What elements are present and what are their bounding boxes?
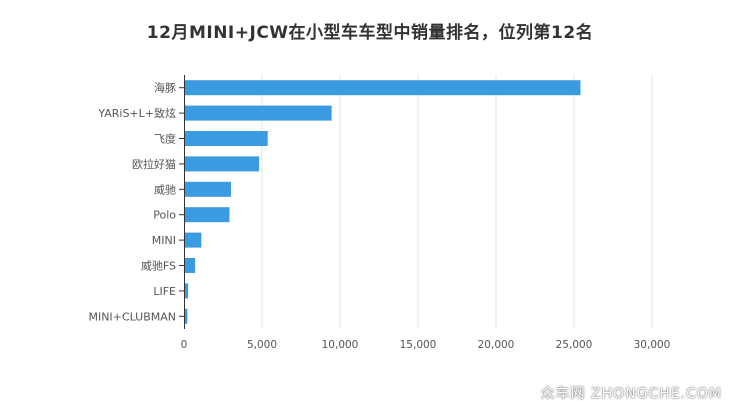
bar <box>185 156 260 172</box>
bar <box>185 105 332 121</box>
x-tick-label: 15,000 <box>400 339 437 351</box>
grid-lines <box>261 75 653 329</box>
x-tick-label: 5,000 <box>247 339 277 351</box>
bar <box>185 308 188 324</box>
category-label: 威驰 <box>154 182 176 196</box>
category-label: YARiS+L+致炫 <box>97 106 176 120</box>
category-label: LIFE <box>153 285 176 298</box>
x-tick-labels: 0 5,000 10,000 15,000 20,000 25,000 30,000 <box>181 339 671 351</box>
category-label: 飞度 <box>154 132 176 146</box>
x-tick-label: 25,000 <box>556 339 593 351</box>
category-label: 威驰FS <box>141 259 176 273</box>
bar <box>185 131 268 146</box>
bar <box>185 283 189 299</box>
x-tick-label: 10,000 <box>322 339 359 351</box>
x-tick-label: 0 <box>181 339 188 351</box>
bar <box>185 80 581 96</box>
x-tick-label: 20,000 <box>478 339 515 351</box>
category-label: 欧拉好猫 <box>132 157 176 171</box>
bars <box>185 80 581 324</box>
category-label: MINI <box>152 234 176 247</box>
chart-title: 12月MINI+JCW在小型车车型中销量排名，位列第12名 <box>146 23 594 43</box>
bar <box>185 207 230 223</box>
category-label: MINI+CLUBMAN <box>88 310 176 323</box>
bar <box>185 258 196 273</box>
axes <box>179 75 185 329</box>
bar <box>185 181 232 197</box>
bar <box>185 232 202 248</box>
category-label: Polo <box>153 209 176 222</box>
watermark: 众车网 ZHONGCHE.COM <box>540 386 722 402</box>
category-label: 海豚 <box>154 81 176 95</box>
x-tick-label: 30,000 <box>634 339 671 351</box>
